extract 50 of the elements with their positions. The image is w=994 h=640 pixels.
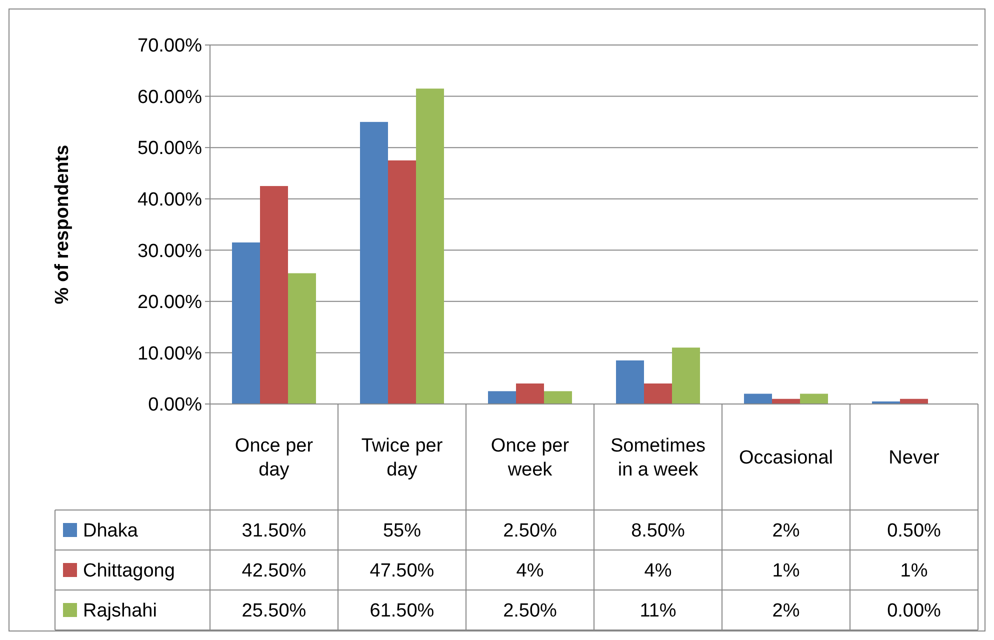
legend-label: Rajshahi <box>83 600 157 622</box>
data-label: 4% <box>644 560 672 582</box>
bar <box>800 394 828 404</box>
x-tick-label: Sometimes in a week <box>610 436 706 481</box>
data-label: 2.50% <box>503 600 558 622</box>
data-label: 47.50% <box>370 560 434 582</box>
bar <box>744 394 772 404</box>
bar <box>288 273 316 404</box>
legend-label: Dhaka <box>83 520 138 542</box>
data-label: 55% <box>382 520 422 542</box>
y-tick-label: 60.00% <box>138 86 202 108</box>
data-label: 25.50% <box>242 600 306 622</box>
data-label: 4% <box>516 560 544 582</box>
bar <box>672 348 700 404</box>
data-label: 0.50% <box>887 520 942 542</box>
data-label: 2% <box>772 600 800 622</box>
y-tick-label: 70.00% <box>138 36 202 57</box>
data-label: 0.00% <box>887 600 942 622</box>
data-label: 42.50% <box>242 560 306 582</box>
data-label: 1% <box>900 560 928 582</box>
data-label: 61.50% <box>370 600 434 622</box>
bar <box>360 122 388 404</box>
bar <box>232 242 260 404</box>
bar <box>488 391 516 404</box>
bar <box>616 360 644 404</box>
bar <box>388 160 416 404</box>
y-tick-label: 50.00% <box>138 138 202 160</box>
x-tick-label: Once per day <box>234 436 314 481</box>
y-tick-label: 40.00% <box>138 190 202 211</box>
y-tick-label: 20.00% <box>138 292 202 314</box>
x-tick-label: Never <box>888 448 940 469</box>
x-tick-label: Once per week <box>490 436 570 481</box>
data-label: 31.50% <box>242 520 306 542</box>
data-label: 2.50% <box>503 520 558 542</box>
bar <box>516 383 544 404</box>
x-tick-label: Occasional <box>739 448 833 469</box>
y-tick-label: 10.00% <box>138 343 202 364</box>
legend-label: Chittagong <box>83 560 175 582</box>
bar <box>644 383 672 404</box>
data-label: 11% <box>640 600 676 622</box>
data-label: 1% <box>772 560 800 582</box>
y-tick-label: 0.00% <box>148 394 202 416</box>
data-label: 8.50% <box>631 520 686 542</box>
x-tick-label: Twice per day <box>361 436 444 481</box>
bar <box>260 186 288 404</box>
data-label: 2% <box>772 520 800 542</box>
y-axis-title: % of respondents <box>52 144 73 304</box>
bar <box>544 391 572 404</box>
y-tick-label: 30.00% <box>138 240 202 262</box>
bar <box>416 88 444 404</box>
